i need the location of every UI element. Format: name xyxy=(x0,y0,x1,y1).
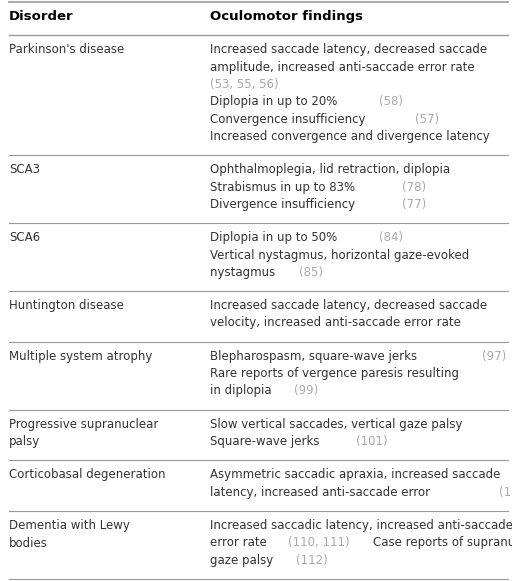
Text: (106, 107): (106, 107) xyxy=(499,486,512,498)
Text: Case reports of supranuclear: Case reports of supranuclear xyxy=(373,536,512,550)
Text: (53, 55, 56): (53, 55, 56) xyxy=(210,78,279,91)
Text: (85): (85) xyxy=(299,266,323,279)
Text: velocity, increased anti-saccade error rate: velocity, increased anti-saccade error r… xyxy=(210,317,464,329)
Text: in diplopia: in diplopia xyxy=(210,385,275,397)
Text: Diplopia in up to 50%: Diplopia in up to 50% xyxy=(210,231,341,244)
Text: Square-wave jerks: Square-wave jerks xyxy=(210,435,323,448)
Text: (97): (97) xyxy=(482,350,506,363)
Text: error rate: error rate xyxy=(210,536,271,550)
Text: Asymmetric saccadic apraxia, increased saccade: Asymmetric saccadic apraxia, increased s… xyxy=(210,468,500,482)
Text: (57): (57) xyxy=(415,113,440,125)
Text: (78): (78) xyxy=(402,181,426,193)
Text: Parkinson's disease: Parkinson's disease xyxy=(9,44,124,56)
Text: Progressive supranuclear
palsy: Progressive supranuclear palsy xyxy=(9,418,158,449)
Text: Increased saccadic latency, increased anti-saccade: Increased saccadic latency, increased an… xyxy=(210,519,512,532)
Text: Slow vertical saccades, vertical gaze palsy: Slow vertical saccades, vertical gaze pa… xyxy=(210,418,466,431)
Text: Increased saccade latency, decreased saccade: Increased saccade latency, decreased sac… xyxy=(210,44,487,56)
Text: Increased saccade latency, decreased saccade: Increased saccade latency, decreased sac… xyxy=(210,299,487,312)
Text: latency, increased anti-saccade error: latency, increased anti-saccade error xyxy=(210,486,434,498)
Text: Blepharospasm, square-wave jerks: Blepharospasm, square-wave jerks xyxy=(210,350,421,363)
Text: Convergence insufficiency: Convergence insufficiency xyxy=(210,113,369,125)
Text: Ophthalmoplegia, lid retraction, diplopia: Ophthalmoplegia, lid retraction, diplopi… xyxy=(210,163,454,176)
Text: Dementia with Lewy
bodies: Dementia with Lewy bodies xyxy=(9,519,130,550)
Text: Divergence insufficiency: Divergence insufficiency xyxy=(210,198,359,211)
Text: (84): (84) xyxy=(379,231,403,244)
Text: SCA3: SCA3 xyxy=(9,163,40,176)
Text: (99): (99) xyxy=(294,385,318,397)
Text: Multiple system atrophy: Multiple system atrophy xyxy=(9,350,153,363)
Text: Diplopia in up to 20%: Diplopia in up to 20% xyxy=(210,95,341,108)
Text: (112): (112) xyxy=(296,554,328,566)
Text: gaze palsy: gaze palsy xyxy=(210,554,277,566)
Text: (77): (77) xyxy=(402,198,426,211)
Text: Corticobasal degeneration: Corticobasal degeneration xyxy=(9,468,165,482)
Text: (110, 111): (110, 111) xyxy=(288,536,354,550)
Text: Increased convergence and divergence latency: Increased convergence and divergence lat… xyxy=(210,130,494,143)
Text: Oculomotor findings: Oculomotor findings xyxy=(210,10,363,23)
Text: (58): (58) xyxy=(379,95,403,108)
Text: (101): (101) xyxy=(356,435,388,448)
Text: Huntington disease: Huntington disease xyxy=(9,299,124,312)
Text: SCA6: SCA6 xyxy=(9,231,40,244)
Text: Disorder: Disorder xyxy=(9,10,74,23)
Text: Strabismus in up to 83%: Strabismus in up to 83% xyxy=(210,181,359,193)
Text: amplitude, increased anti-saccade error rate: amplitude, increased anti-saccade error … xyxy=(210,60,475,74)
Text: Rare reports of vergence paresis resulting: Rare reports of vergence paresis resulti… xyxy=(210,367,459,380)
Text: Vertical nystagmus, horizontal gaze-evoked: Vertical nystagmus, horizontal gaze-evok… xyxy=(210,249,470,261)
Text: nystagmus: nystagmus xyxy=(210,266,279,279)
